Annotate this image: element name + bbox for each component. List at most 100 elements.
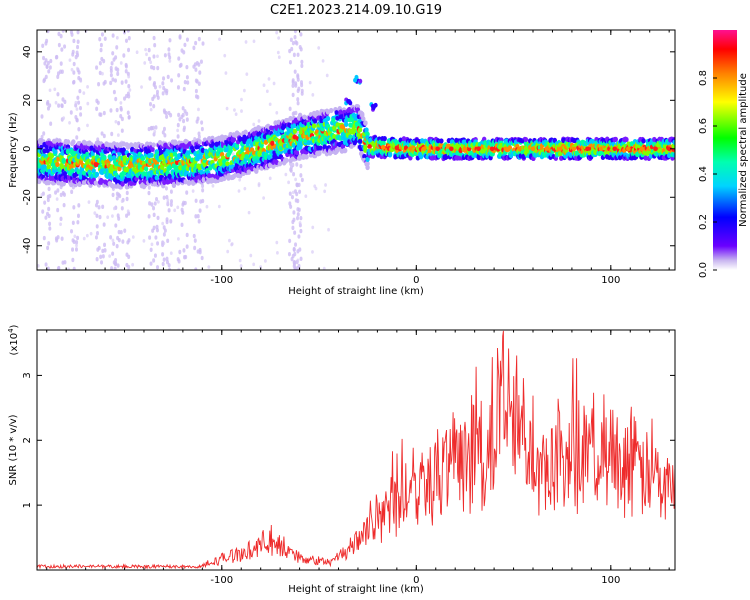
snr-y-scale-close: ) — [9, 324, 20, 328]
spectrogram-cell — [120, 181, 125, 187]
spectrogram-cell — [72, 61, 76, 67]
spectrogram-cell — [292, 260, 296, 265]
spectrogram-cell — [75, 240, 79, 245]
spectrogram-cell — [223, 53, 227, 58]
spectrogram-cell — [149, 60, 153, 65]
spectrogram-cell — [304, 194, 308, 198]
spectrogram-cell — [367, 144, 372, 149]
snr-y-scale-base: (x10 — [9, 333, 20, 356]
spectrogram-cell — [427, 148, 432, 154]
spectrogram-cell — [523, 136, 529, 143]
x-tick-label: -100 — [210, 575, 233, 586]
spectrogram-cell — [126, 91, 130, 96]
spectrogram-cell — [42, 235, 46, 241]
spectrogram-cell — [197, 131, 201, 136]
spectrogram-cell — [89, 231, 93, 236]
spectrogram-cell — [297, 263, 301, 269]
spectrogram-cell — [76, 235, 80, 241]
spectrogram-cell — [151, 142, 156, 148]
spectrogram-cell — [198, 208, 202, 213]
spectrogram-cell — [358, 78, 363, 84]
spectrogram-cell — [167, 52, 171, 57]
spectrogram-cell — [71, 220, 75, 225]
snr-x-ticks: -100 0 100 — [46, 330, 670, 586]
spectrogram-cell — [70, 32, 74, 37]
spectrogram-cell — [201, 41, 205, 46]
spectrogram-cell — [299, 173, 303, 178]
spectrogram-cell — [288, 48, 292, 54]
spectrogram-cell — [288, 238, 292, 244]
spectrogram-cell — [176, 85, 180, 90]
spectrogram-cell — [77, 100, 81, 105]
spectrogram-cell — [313, 184, 317, 188]
spectrogram-cell — [124, 79, 128, 84]
spectrogram-cell — [95, 257, 99, 262]
spectrogram-cell — [162, 232, 166, 237]
spectrogram-cell — [193, 245, 197, 251]
spectrogram-cell — [143, 166, 149, 172]
spectrogram-cell — [276, 251, 279, 255]
spectrogram-cell — [252, 39, 256, 44]
spectrogram-cell — [109, 80, 113, 86]
spectrogram-cell — [162, 195, 166, 200]
spectrogram-cell — [293, 30, 297, 34]
spectrogram-cell — [237, 189, 241, 193]
spectrogram-cell — [288, 106, 292, 112]
spectrogram-cell — [263, 159, 269, 165]
spectrogram-cell — [517, 146, 522, 152]
spectrogram-cell — [73, 234, 77, 239]
spectrogram-cell — [67, 267, 70, 270]
spectrogram-cell — [183, 79, 187, 85]
spectrogram-cell — [284, 157, 289, 163]
spectrogram-cell — [153, 129, 157, 134]
spectrogram-cell — [334, 110, 339, 115]
spectrogram-cell — [162, 76, 166, 81]
spectrogram-cell — [120, 80, 124, 85]
spectrogram-cell — [48, 65, 52, 70]
spectrogram-cell — [217, 204, 221, 209]
spectrogram-cell — [194, 67, 198, 72]
spectrogram-cell — [48, 193, 52, 199]
spectrogram-cell — [95, 213, 99, 218]
spectrogram-cell — [111, 155, 117, 161]
spectrogram-cell — [47, 241, 51, 246]
spectrogram-cell — [147, 56, 151, 62]
spectrogram-cell — [165, 256, 169, 262]
spectrogram-cell — [156, 241, 160, 246]
spectrogram-cell — [340, 124, 346, 130]
spectrogram-cell — [97, 82, 101, 87]
spectrogram-cell — [365, 164, 370, 171]
y-tick-label: 2 — [22, 437, 33, 443]
spectrogram-cell — [152, 94, 156, 99]
spectrogram-cell — [197, 219, 201, 224]
spectrogram-cell — [112, 206, 116, 211]
spectrogram-cell — [181, 210, 185, 215]
spectrogram-cell — [101, 204, 105, 210]
spectrogram-y-axis-label: Frequency (Hz) — [8, 112, 19, 188]
spectrogram-cell — [234, 112, 238, 117]
spectrogram-cell — [166, 238, 170, 244]
spectrogram-cell — [242, 88, 246, 93]
spectrogram-cell — [292, 246, 296, 252]
spectrogram-cell — [71, 257, 75, 263]
spectrogram-cell — [86, 85, 89, 89]
spectrogram-cell — [418, 153, 424, 160]
spectrogram-cell — [71, 139, 76, 145]
spectrogram-cell — [158, 149, 164, 155]
spectrogram-cell — [102, 133, 106, 139]
spectrogram-cell — [75, 107, 79, 111]
spectrogram-cell — [298, 221, 302, 225]
spectrogram-cell — [277, 161, 283, 167]
spectrogram-cell — [240, 97, 243, 102]
spectrogram-cell — [127, 114, 131, 120]
spectrogram-cell — [308, 80, 312, 85]
spectrogram-cell — [503, 146, 509, 152]
spectrogram-cell — [294, 81, 298, 86]
y-tick-label: 0 — [22, 146, 33, 152]
spectrogram-cell — [357, 127, 363, 133]
spectrogram-cell — [162, 225, 166, 230]
spectrogram-cell — [143, 61, 147, 65]
spectrogram-cell — [312, 118, 318, 124]
spectrogram-cell — [322, 266, 326, 270]
spectrogram-cell — [168, 59, 172, 63]
